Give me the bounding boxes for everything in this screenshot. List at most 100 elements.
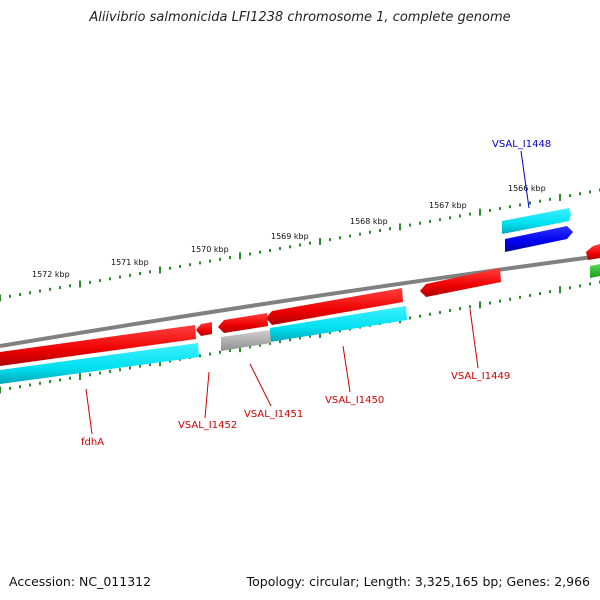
inner-tick-minor (109, 369, 111, 373)
inner-tick-major (559, 286, 561, 294)
inner-tick-major (159, 359, 161, 367)
gene-label-vsal-i1449: VSAL_I1449 (451, 371, 510, 382)
outer-tick-minor (229, 256, 231, 259)
inner-tick-minor (289, 338, 291, 342)
inner-tick-minor (219, 350, 221, 354)
outer-tick-minor (359, 232, 361, 236)
inner-tick-minor (9, 386, 11, 390)
outer-tick-minor (269, 248, 271, 252)
inner-tick-minor (309, 334, 311, 338)
inner-tick-minor (589, 282, 591, 286)
outer-tick-minor (519, 203, 521, 207)
outer-tick-minor (539, 199, 541, 203)
gene-edge-red[interactable] (586, 244, 600, 260)
leader-vsal-i1448 (520, 150, 530, 209)
inner-tick-minor (579, 284, 581, 288)
inner-tick-minor (39, 381, 41, 385)
outer-tick-major (559, 193, 561, 201)
inner-tick-minor (409, 316, 411, 320)
gene-label-vsal-i1452: VSAL_I1452 (178, 420, 237, 431)
inner-tick-minor (119, 368, 121, 372)
outer-tick-minor (89, 280, 91, 284)
outer-tick-major (79, 280, 81, 288)
inner-tick-minor (199, 354, 201, 358)
outer-tick-minor (509, 205, 511, 209)
inner-tick-minor (139, 364, 141, 368)
outer-tick-minor (579, 192, 581, 196)
outer-tick-minor (179, 264, 181, 268)
outer-tick-minor (389, 227, 391, 231)
outer-tick-minor (329, 238, 331, 242)
inner-tick-minor (69, 376, 71, 380)
outer-tick-minor (9, 294, 11, 298)
inner-tick-minor (539, 292, 541, 295)
outer-tick-minor (279, 247, 281, 251)
gene-vsal-i1450-cyan[interactable] (270, 306, 407, 342)
outer-tick-minor (119, 275, 121, 279)
gene-label-fdha: fdhA (81, 437, 104, 448)
gene-vsal-i1450[interactable] (266, 288, 403, 325)
outer-tick-minor (369, 230, 371, 234)
outer-tick-minor (569, 194, 571, 198)
inner-tick-minor (279, 340, 281, 344)
outer-tick-minor (169, 266, 171, 270)
inner-tick-major (79, 373, 81, 380)
inner-tick-major (479, 301, 481, 309)
gene-vsal-i1451-gray[interactable] (221, 330, 271, 351)
inner-tick-minor (269, 341, 271, 345)
inner-tick-minor (489, 301, 491, 305)
outer-tick-minor (439, 218, 441, 222)
scale-label-1569: 1569 kbp (271, 232, 309, 241)
outer-tick-major (0, 294, 1, 302)
outer-tick-major (399, 223, 401, 231)
outer-tick-minor (149, 270, 151, 274)
gene-vsal-i1448[interactable] (505, 226, 573, 252)
outer-tick-minor (419, 221, 421, 225)
gene-label-vsal-i1451: VSAL_I1451 (244, 409, 303, 420)
leader-fdha (85, 388, 93, 435)
inner-tick-minor (509, 297, 511, 301)
outer-tick-minor (549, 197, 551, 201)
outer-tick-minor (209, 259, 211, 263)
inner-tick-minor (89, 373, 91, 377)
outer-tick-minor (339, 236, 341, 240)
gene-vsal-i1448-cyan[interactable] (502, 208, 571, 234)
inner-tick-minor (329, 331, 331, 335)
outer-tick-minor (129, 273, 131, 277)
outer-tick-minor (379, 229, 381, 232)
inner-tick-minor (529, 293, 531, 297)
leader-vsal-i1452 (204, 371, 210, 419)
gene-vsal-i1449[interactable] (420, 268, 501, 297)
outer-tick-minor (409, 223, 411, 227)
gene-vsal-i1452[interactable] (196, 322, 212, 336)
gene-label-vsal-i1448: VSAL_I1448 (492, 139, 551, 150)
outer-tick-minor (289, 245, 291, 249)
outer-tick-minor (109, 277, 111, 281)
inner-tick-minor (429, 312, 431, 316)
outer-tick-minor (299, 243, 301, 247)
outer-tick-minor (249, 252, 251, 256)
outer-tick-minor (589, 190, 591, 194)
inner-tick-minor (259, 343, 261, 347)
gene-fdha-cyan[interactable] (0, 343, 199, 384)
inner-tick-minor (149, 363, 151, 366)
inner-tick-minor (99, 371, 101, 375)
inner-tick-minor (29, 383, 31, 387)
inner-tick-minor (209, 352, 211, 356)
scale-label-1568: 1568 kbp (350, 217, 388, 226)
leader-vsal-i1451 (249, 363, 272, 407)
inner-tick-minor (549, 290, 551, 294)
gene-edge-green[interactable] (590, 264, 600, 278)
inner-tick-minor (299, 336, 301, 340)
genome-summary-text: Topology: circular; Length: 3,325,165 bp… (246, 574, 590, 589)
outer-tick-minor (469, 212, 471, 216)
gene-vsal-i1451[interactable] (218, 313, 268, 333)
map-title: Aliivibrio salmonicida LFI1238 chromosom… (89, 10, 511, 25)
inner-tick-minor (339, 329, 341, 333)
outer-tick-major (319, 237, 321, 245)
gene-fdha[interactable] (0, 325, 196, 366)
inner-tick-minor (449, 309, 451, 312)
outer-tick-minor (39, 289, 41, 293)
outer-tick-minor (259, 250, 261, 254)
